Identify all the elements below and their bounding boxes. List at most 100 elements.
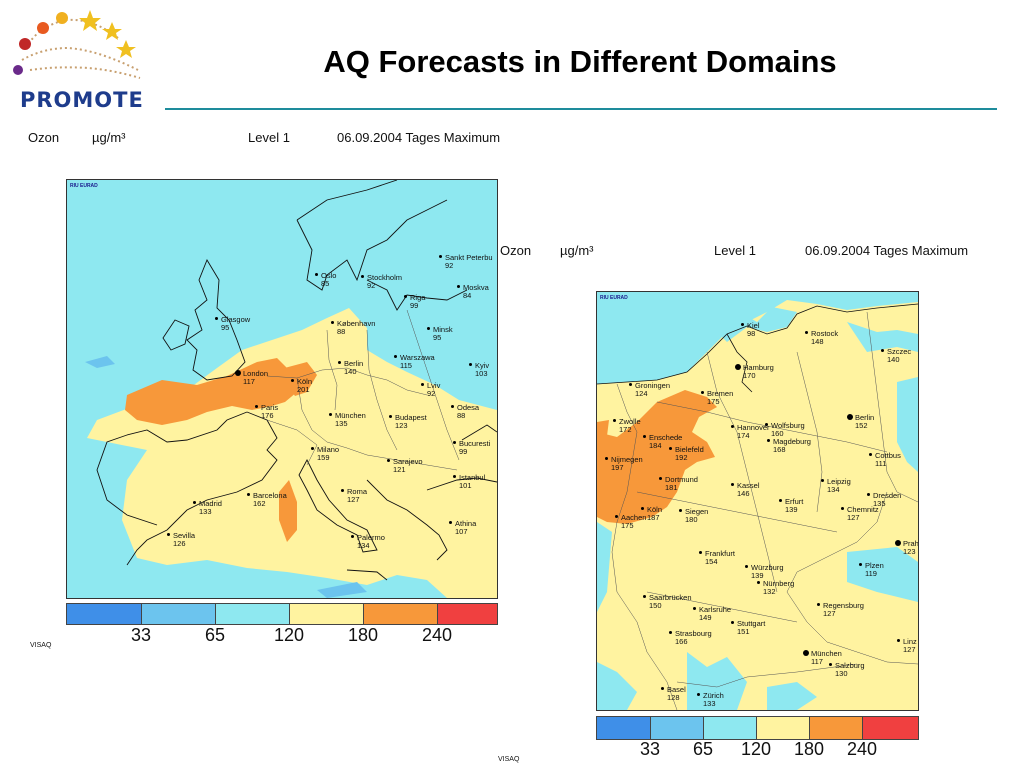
city-name: Kyiv [475, 361, 490, 370]
city-marker-icon [757, 581, 760, 584]
city-marker-icon [439, 255, 442, 258]
map2-tick: 33 [639, 739, 661, 759]
city-marker-icon [821, 479, 824, 482]
city-label: Magdeburg 168 [767, 438, 811, 454]
city-ozone-value: 119 [865, 569, 877, 578]
promote-logo: PROMOTE [8, 8, 148, 112]
city-label: Wolfsburg 160 [765, 421, 805, 438]
city-ozone-value: 127 [823, 609, 836, 618]
city-ozone-value: 170 [743, 371, 756, 380]
city-label: Plzen 119 [859, 562, 884, 578]
map1-eurad-logo: RIU EURAD [70, 183, 98, 189]
city-label: Milano 159 [311, 446, 339, 462]
city-label: Cottbus 111 [869, 452, 901, 468]
logo-text: PROMOTE [20, 88, 144, 112]
city-ozone-value: 180 [685, 515, 698, 524]
map2-scale-seg-2 [651, 717, 704, 739]
city-ozone-value: 123 [395, 421, 408, 430]
city-name: Basel [667, 685, 686, 694]
city-ozone-value: 88 [337, 327, 346, 336]
city-ozone-value: 111 [875, 459, 887, 468]
city-marker-icon [387, 459, 390, 462]
city-marker-icon [697, 693, 700, 696]
city-name: Zwolle [619, 417, 641, 426]
city-marker-icon [315, 273, 318, 276]
city-marker-icon [605, 457, 608, 460]
city-name: Stuttgart [737, 619, 766, 628]
city-marker-icon [235, 370, 241, 376]
city-name: München [335, 411, 366, 420]
city-label: Frankfurt 154 [699, 550, 735, 566]
city-marker-icon [331, 321, 334, 324]
city-name: Odesa [457, 403, 480, 412]
city-name: Bremen [707, 389, 734, 398]
city-name: Glasgow [221, 315, 251, 324]
map2-tick: 120 [740, 739, 772, 759]
city-label: Karlsruhe 149 [693, 606, 731, 622]
city-name: Dresden [873, 491, 902, 500]
city-name: Istanbul [459, 473, 486, 482]
city-label: Regensburg 127 [817, 602, 864, 618]
city-ozone-value: 130 [835, 669, 848, 678]
map1-tick: 65 [204, 625, 226, 645]
city-name: Palermo [357, 533, 385, 542]
city-name: Bielefeld [675, 445, 704, 454]
city-name: Berlin [344, 359, 364, 368]
city-name: Kassel [737, 481, 760, 490]
city-marker-icon [679, 509, 682, 512]
city-ozone-value: 124 [635, 389, 648, 398]
city-ozone-value: 174 [737, 431, 750, 440]
city-marker-icon [897, 639, 900, 642]
city-ozone-value: 123 [903, 547, 916, 556]
city-marker-icon [847, 414, 853, 420]
city-marker-icon [255, 405, 258, 408]
city-ozone-value: 127 [847, 513, 860, 522]
city-marker-icon [731, 425, 734, 428]
city-marker-icon [361, 275, 364, 278]
city-marker-icon [291, 379, 294, 382]
city-name: Enschede [649, 433, 683, 442]
city-ozone-value: 150 [649, 601, 662, 610]
city-name: Wolfsburg [771, 421, 805, 430]
city-label: Madrid 133 [193, 500, 222, 516]
map1-legend: 33 65 120 180 240 [66, 603, 498, 651]
city-ozone-value: 133 [199, 507, 212, 516]
city-marker-icon [841, 507, 844, 510]
city-name: Berlin [855, 413, 875, 422]
city-marker-icon [193, 501, 196, 504]
map1-scale-seg-2 [142, 604, 216, 624]
map2-scale-seg-4 [757, 717, 810, 739]
city-ozone-value: 117 [243, 377, 255, 386]
city-ozone-value: 99 [459, 447, 468, 456]
city-label: Chemnitz 127 [841, 506, 879, 522]
city-label: Oslo 85 [315, 272, 336, 288]
city-name: Leipzig [827, 477, 851, 486]
city-marker-icon [215, 317, 218, 320]
city-label: Saarbrücken 150 [643, 594, 692, 610]
map2-species: Ozon [500, 243, 532, 258]
city-ozone-value: 148 [811, 337, 824, 346]
city-ozone-value: 151 [737, 627, 750, 636]
city-name: Bucuresti [459, 439, 491, 448]
city-ozone-value: 126 [173, 539, 186, 548]
city-name: Stockholm [367, 273, 403, 282]
city-ozone-value: 134 [357, 541, 370, 550]
city-name: Barcelona [253, 491, 287, 500]
city-label: Salzburg 130 [829, 662, 865, 678]
city-marker-icon [869, 453, 872, 456]
city-label: Praha123 [895, 540, 918, 556]
city-label: Strasbourg 166 [669, 630, 712, 646]
city-label: München 117 [803, 650, 842, 666]
city-name: Budapest [395, 413, 427, 422]
city-label: Dortmund 181 [659, 475, 698, 492]
map1-date: 06.09.2004 Tages Maximum [337, 130, 501, 145]
city-label: Szczec 140 [881, 348, 911, 364]
city-marker-icon [817, 603, 820, 606]
city-name: Dortmund [665, 475, 698, 484]
city-name: Rostock [811, 329, 839, 338]
map1-tick: 120 [273, 625, 305, 645]
city-label: Aachen 175 [615, 514, 646, 530]
map2-scale-seg-1 [597, 717, 651, 739]
city-marker-icon [765, 423, 768, 426]
city-label: Linz 127 [897, 638, 917, 654]
